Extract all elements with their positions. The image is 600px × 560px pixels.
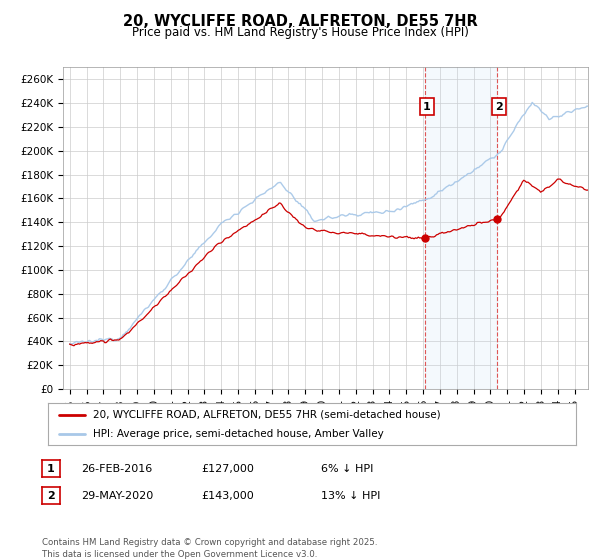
Text: 13% ↓ HPI: 13% ↓ HPI [321,491,380,501]
Text: £127,000: £127,000 [201,464,254,474]
Text: Price paid vs. HM Land Registry's House Price Index (HPI): Price paid vs. HM Land Registry's House … [131,26,469,39]
Text: 20, WYCLIFFE ROAD, ALFRETON, DE55 7HR: 20, WYCLIFFE ROAD, ALFRETON, DE55 7HR [122,14,478,29]
Bar [425,67,497,389]
Text: Contains HM Land Registry data © Crown copyright and database right 2025.
This d: Contains HM Land Registry data © Crown c… [42,538,377,559]
Text: HPI: Average price, semi-detached house, Amber Valley: HPI: Average price, semi-detached house,… [93,429,383,439]
Text: 20, WYCLIFFE ROAD, ALFRETON, DE55 7HR (semi-detached house): 20, WYCLIFFE ROAD, ALFRETON, DE55 7HR (s… [93,409,440,419]
Text: 2: 2 [47,491,55,501]
Text: £143,000: £143,000 [201,491,254,501]
Text: 1: 1 [423,101,431,111]
Text: 29-MAY-2020: 29-MAY-2020 [81,491,153,501]
Text: 2: 2 [495,101,503,111]
Text: 6% ↓ HPI: 6% ↓ HPI [321,464,373,474]
Text: 26-FEB-2016: 26-FEB-2016 [81,464,152,474]
Text: 1: 1 [47,464,55,474]
